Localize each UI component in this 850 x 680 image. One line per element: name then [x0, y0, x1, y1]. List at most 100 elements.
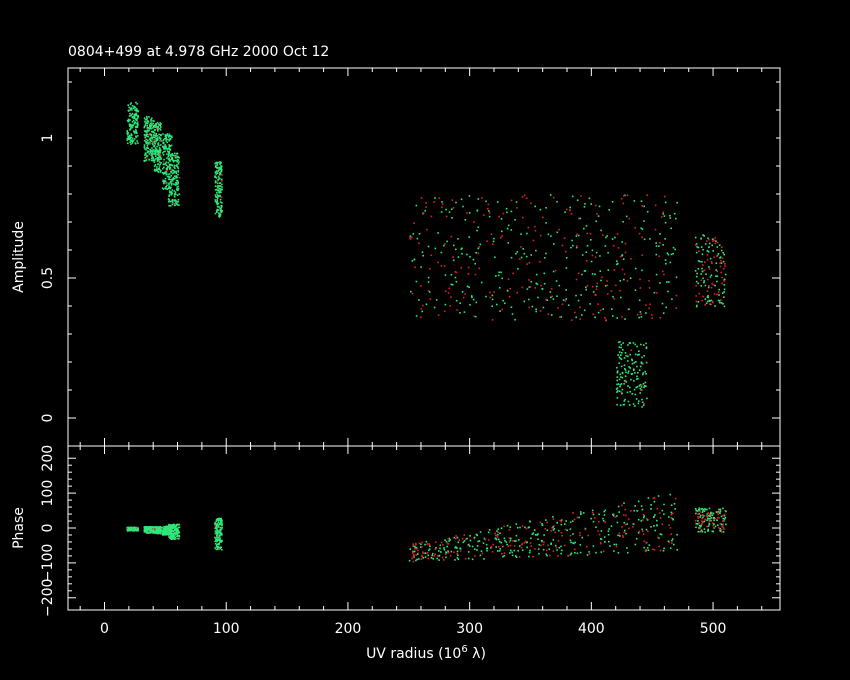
phase-point	[465, 538, 467, 541]
amplitude-point	[623, 400, 626, 402]
amplitude-point	[221, 202, 223, 204]
amplitude-point	[635, 361, 637, 363]
amplitude-point	[618, 390, 621, 392]
amplitude-point	[448, 287, 451, 290]
amplitude-point	[715, 240, 717, 242]
phase-point	[544, 528, 546, 530]
amplitude-point	[624, 369, 627, 371]
amplitude-point	[135, 128, 137, 131]
phase-point	[457, 541, 460, 544]
amplitude-point	[177, 189, 179, 191]
amplitude-point	[704, 243, 707, 245]
amplitude-point	[601, 276, 603, 279]
amplitude-point	[708, 268, 711, 270]
amplitude-point	[607, 252, 609, 254]
amplitude-point	[590, 260, 593, 263]
amplitude-point	[717, 253, 720, 255]
amplitude-point	[443, 244, 445, 247]
phase-point	[646, 547, 649, 549]
phase-point	[169, 537, 171, 539]
amplitude-point	[126, 137, 129, 140]
amplitude-point	[643, 238, 646, 241]
amplitude-point	[437, 314, 440, 316]
amplitude-point	[157, 168, 160, 170]
amplitude-point	[409, 235, 412, 237]
amplitude-point	[645, 346, 648, 348]
phase-point	[641, 528, 643, 531]
amplitude-point	[175, 200, 178, 203]
phase-point	[696, 510, 698, 512]
amplitude-point	[511, 313, 514, 315]
phase-point	[408, 559, 411, 562]
phase-point	[521, 525, 524, 527]
phase-point	[557, 555, 559, 557]
amplitude-point	[581, 273, 583, 276]
amplitude-point	[616, 390, 619, 392]
amplitude-point	[471, 296, 473, 299]
amplitude-point	[147, 128, 149, 131]
phase-point	[178, 526, 181, 529]
phase-point	[135, 528, 137, 531]
phase-point	[145, 530, 147, 532]
amplitude-point	[646, 194, 648, 196]
amplitude-point	[165, 172, 168, 174]
amplitude-point	[464, 293, 466, 295]
amplitude-point	[217, 170, 220, 172]
amplitude-point	[426, 228, 428, 231]
amplitude-point	[157, 143, 159, 145]
amplitude-point	[643, 220, 645, 222]
phase-point	[217, 519, 220, 522]
phase-point	[653, 500, 656, 503]
amplitude-point	[526, 288, 529, 290]
amplitude-point	[629, 386, 631, 389]
phase-point	[711, 530, 714, 533]
amplitude-point	[715, 269, 717, 271]
amplitude-point	[168, 178, 170, 180]
phase-point	[447, 551, 450, 554]
amplitude-point	[157, 123, 160, 125]
amplitude-point	[159, 122, 161, 124]
phase-point	[492, 543, 494, 546]
amplitude-point	[427, 276, 430, 279]
phase-point	[448, 540, 450, 542]
phase-point	[219, 531, 222, 534]
amplitude-point	[611, 308, 613, 310]
amplitude-point	[594, 273, 596, 275]
phase-point	[172, 536, 174, 538]
amplitude-point	[129, 139, 132, 142]
amplitude-point	[145, 153, 147, 155]
amplitude-point	[127, 104, 129, 106]
phase-point	[558, 546, 561, 549]
amplitude-point	[493, 291, 495, 293]
phase-point	[165, 528, 168, 531]
phase-point	[469, 535, 471, 537]
amplitude-point	[572, 244, 574, 247]
amplitude-point	[506, 211, 508, 214]
amplitude-point	[449, 304, 451, 307]
amplitude-point	[154, 152, 157, 154]
phase-point	[642, 533, 645, 536]
amplitude-point	[505, 207, 508, 210]
amplitude-point	[129, 129, 131, 131]
amplitude-point	[704, 298, 707, 300]
phase-point	[174, 524, 176, 526]
amplitude-point	[150, 152, 153, 155]
amplitude-point	[624, 318, 626, 320]
phase-point	[219, 523, 221, 526]
amplitude-point	[154, 126, 157, 128]
phase-point	[706, 508, 708, 511]
amplitude-point	[718, 244, 721, 246]
amplitude-point	[146, 141, 149, 143]
amplitude-point	[127, 136, 129, 138]
phase-point	[638, 530, 641, 533]
amplitude-point	[155, 150, 157, 153]
amplitude-point	[558, 284, 561, 287]
amplitude-point	[152, 149, 154, 151]
amplitude-point	[675, 217, 677, 220]
amplitude-point	[146, 120, 148, 122]
amplitude-point	[720, 299, 722, 301]
amplitude-point	[219, 178, 221, 180]
amplitude-point	[219, 198, 222, 201]
phase-point	[412, 550, 414, 553]
amplitude-point	[154, 136, 156, 139]
